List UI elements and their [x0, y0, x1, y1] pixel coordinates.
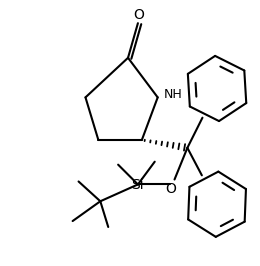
- Text: O: O: [133, 8, 144, 22]
- Text: NH: NH: [164, 88, 183, 101]
- Text: Si: Si: [132, 178, 144, 192]
- Text: O: O: [165, 182, 176, 196]
